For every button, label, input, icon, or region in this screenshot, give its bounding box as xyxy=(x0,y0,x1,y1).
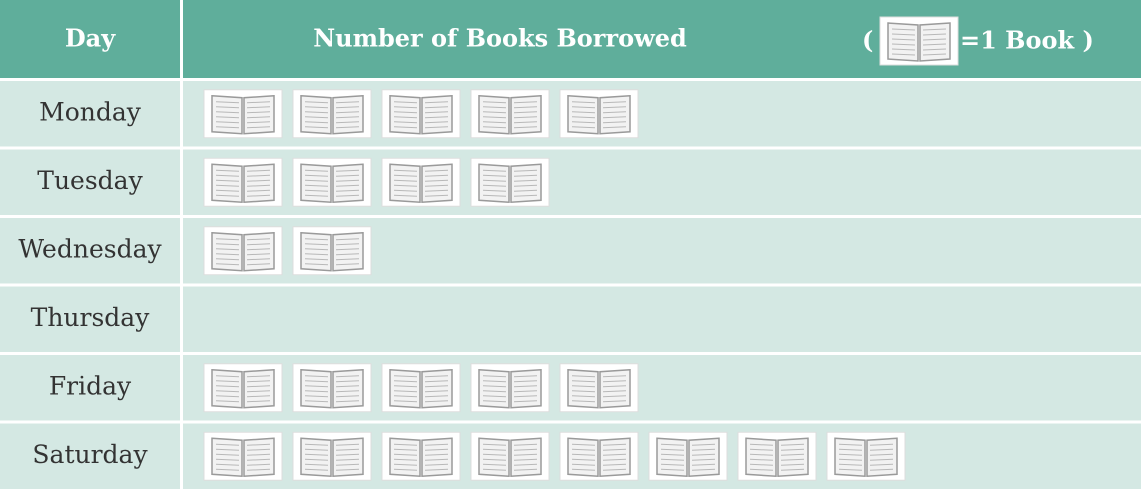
book-icon xyxy=(203,363,283,413)
day-label: Saturday xyxy=(32,440,148,469)
day-label: Tuesday xyxy=(37,166,143,195)
header-cell xyxy=(183,0,1141,78)
book-icon xyxy=(381,157,461,207)
book-icon xyxy=(470,431,550,481)
book-icon xyxy=(559,363,639,413)
header-text: Day xyxy=(65,24,116,53)
header-cell xyxy=(0,0,180,78)
book-icon xyxy=(292,226,372,276)
row-cell xyxy=(183,286,1141,352)
book-icon xyxy=(203,226,283,276)
book-icon xyxy=(381,363,461,413)
day-label: Friday xyxy=(49,371,132,400)
row-cell xyxy=(0,149,180,215)
row-cell xyxy=(0,81,180,147)
book-icon xyxy=(203,431,283,481)
book-icon xyxy=(292,363,372,413)
book-icon xyxy=(203,157,283,207)
header-text: Number of Books Borrowed xyxy=(313,24,687,53)
day-label: Thursday xyxy=(31,303,151,332)
day-label: Wednesday xyxy=(18,234,162,263)
day-label: Monday xyxy=(39,97,142,126)
book-icon xyxy=(648,431,728,481)
book-icon xyxy=(470,89,550,139)
key-open: ( xyxy=(862,26,873,55)
row-cell xyxy=(0,286,180,352)
book-icon xyxy=(470,157,550,207)
book-icon xyxy=(737,431,817,481)
book-icon xyxy=(292,431,372,481)
book-icon xyxy=(203,89,283,139)
book-icon xyxy=(470,363,550,413)
row-cell xyxy=(0,355,180,421)
book-icon xyxy=(292,157,372,207)
book-icon xyxy=(381,431,461,481)
book-icon xyxy=(381,89,461,139)
key-label: =1 Book ) xyxy=(960,26,1094,55)
row-cell xyxy=(0,218,180,284)
row-cell xyxy=(0,423,180,489)
book-icon xyxy=(559,431,639,481)
book-icon xyxy=(559,89,639,139)
book-icon xyxy=(826,431,906,481)
key-icon xyxy=(879,16,959,66)
book-icon xyxy=(292,89,372,139)
